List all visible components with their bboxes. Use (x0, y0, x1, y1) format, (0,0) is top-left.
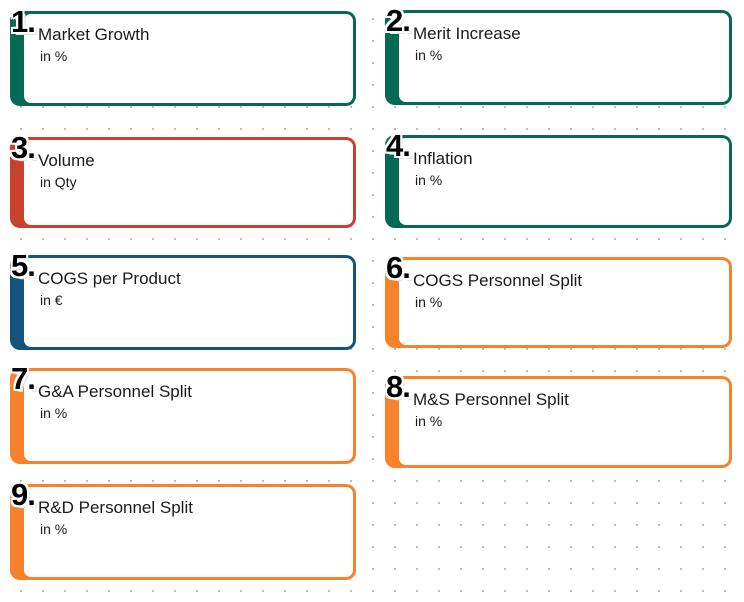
card-body: Volume in Qty (24, 140, 353, 225)
driver-card[interactable]: 8. M&S Personnel Split in % (385, 371, 732, 468)
card-body: Inflation in % (399, 138, 729, 225)
card-number-badge: 6. (386, 250, 411, 285)
card-title: Market Growth (38, 25, 150, 44)
card-unit: in % (40, 521, 68, 538)
card-title: Volume (38, 151, 95, 170)
card-title: M&S Personnel Split (413, 390, 569, 409)
card-number-badge: 5. (11, 248, 36, 283)
card-body: G&A Personnel Split in % (24, 371, 353, 461)
card-title: G&A Personnel Split (38, 382, 193, 401)
card-body: COGS per Product in € (24, 258, 353, 347)
card-body: R&D Personnel Split in % (24, 487, 353, 577)
card-number-badge: 9. (11, 477, 36, 512)
driver-card[interactable]: 5. COGS per Product in € (10, 250, 356, 350)
card-title: COGS per Product (38, 269, 181, 288)
card-unit: in % (415, 172, 443, 189)
driver-card[interactable]: 4. Inflation in % (385, 130, 732, 228)
driver-card[interactable]: 6. COGS Personnel Split in % (385, 252, 732, 348)
card-number-badge: 1. (11, 4, 36, 39)
card-unit: in % (415, 413, 443, 430)
driver-card[interactable]: 2. Merit Increase in % (385, 5, 732, 105)
card-body: Market Growth in % (24, 14, 353, 103)
card-number-badge: 3. (11, 130, 36, 165)
card-title: Inflation (413, 149, 473, 168)
card-title: R&D Personnel Split (38, 498, 193, 517)
card-number-badge: 4. (386, 128, 411, 163)
card-unit: in % (40, 405, 68, 422)
driver-card[interactable]: 9. R&D Personnel Split in % (10, 479, 356, 580)
driver-card[interactable]: 1. Market Growth in % (10, 6, 356, 106)
card-unit: in € (40, 292, 63, 309)
driver-card[interactable]: 7. G&A Personnel Split in % (10, 363, 356, 464)
card-body: M&S Personnel Split in % (399, 379, 729, 465)
card-number-badge: 8. (386, 369, 411, 404)
card-unit: in Qty (40, 174, 77, 191)
card-title: Merit Increase (413, 24, 521, 43)
driver-card[interactable]: 3. Volume in Qty (10, 132, 356, 228)
card-unit: in % (415, 294, 443, 311)
card-title: COGS Personnel Split (413, 271, 583, 290)
card-unit: in % (40, 48, 68, 65)
card-body: COGS Personnel Split in % (399, 260, 729, 345)
card-body: Merit Increase in % (399, 13, 729, 102)
card-number-badge: 2. (386, 3, 411, 38)
card-unit: in % (415, 47, 443, 64)
card-number-badge: 7. (11, 361, 36, 396)
